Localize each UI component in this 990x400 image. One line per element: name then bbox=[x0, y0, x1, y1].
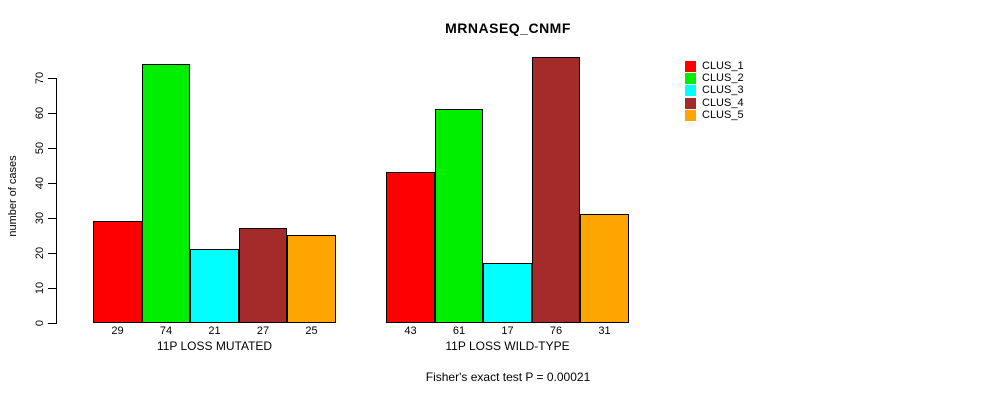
y-axis-tick-label: 10 bbox=[34, 281, 46, 295]
y-axis-tick bbox=[48, 78, 56, 79]
legend-label: CLUS_1 bbox=[702, 59, 744, 72]
y-axis-tick bbox=[48, 148, 56, 149]
bar-clus_1-group2 bbox=[386, 172, 435, 323]
legend-label: CLUS_2 bbox=[702, 72, 744, 85]
bar-value-label: 43 bbox=[404, 325, 417, 337]
bar-clus_3-group1 bbox=[190, 249, 239, 323]
group-label: 11P LOSS WILD-TYPE bbox=[445, 339, 570, 353]
legend-swatch-icon bbox=[685, 110, 696, 122]
bar-clus_4-group2 bbox=[532, 57, 580, 323]
bar-clus_2-group1 bbox=[142, 64, 190, 323]
bar-value-label: 74 bbox=[159, 325, 173, 337]
bar-value-label: 76 bbox=[549, 325, 563, 337]
y-axis-tick bbox=[48, 323, 56, 324]
group-label: 11P LOSS MUTATED bbox=[156, 339, 273, 353]
y-axis-tick bbox=[48, 253, 56, 254]
annotation-caption: Fisher's exact test P = 0.00021 bbox=[425, 370, 591, 384]
y-axis-tick-label: 50 bbox=[34, 141, 46, 155]
legend-swatch-icon bbox=[685, 73, 696, 85]
y-axis-tick bbox=[48, 183, 56, 184]
legend-label: CLUS_3 bbox=[702, 84, 744, 97]
legend-swatch-icon bbox=[685, 60, 696, 72]
y-axis-tick-label: 60 bbox=[34, 106, 46, 120]
bar-value-label: 17 bbox=[501, 325, 514, 337]
y-axis-tick bbox=[48, 113, 56, 114]
bar-value-label: 61 bbox=[452, 325, 466, 337]
bar-value-label: 31 bbox=[598, 325, 611, 337]
bar-value-label: 27 bbox=[256, 325, 270, 337]
bar-value-label: 25 bbox=[305, 325, 318, 337]
y-axis-tick bbox=[48, 288, 56, 289]
legend-item-clus_3: CLUS_3 bbox=[685, 85, 744, 97]
legend-item-clus_5: CLUS_5 bbox=[685, 110, 744, 122]
chart-title: MRNASEQ_CNMF bbox=[445, 20, 571, 36]
y-axis-tick bbox=[48, 218, 56, 219]
legend-item-clus_2: CLUS_2 bbox=[685, 72, 744, 85]
y-axis-tick-label: 20 bbox=[34, 246, 46, 260]
bar-clus_3-group2 bbox=[483, 263, 532, 323]
bar-clus_5-group1 bbox=[287, 235, 336, 323]
bar-value-label: 21 bbox=[208, 325, 221, 337]
y-axis-tick-label: 30 bbox=[34, 211, 46, 225]
legend-label: CLUS_4 bbox=[702, 96, 744, 109]
y-axis-title: number of cases bbox=[7, 155, 19, 237]
legend-swatch-icon bbox=[685, 97, 696, 109]
y-axis-tick-label: 0 bbox=[34, 319, 46, 327]
bar-clus_1-group1 bbox=[93, 221, 142, 323]
y-axis-tick-label: 40 bbox=[34, 176, 46, 190]
legend-item-clus_1: CLUS_1 bbox=[685, 60, 744, 72]
legend-label: CLUS_5 bbox=[702, 109, 744, 122]
bar-clus_5-group2 bbox=[580, 214, 629, 323]
y-axis-tick-label: 70 bbox=[34, 71, 46, 85]
bar-clus_2-group2 bbox=[435, 109, 483, 323]
legend-swatch-icon bbox=[685, 85, 696, 97]
legend: CLUS_1 CLUS_2 CLUS_3 CLUS_4 CLUS_5 bbox=[685, 60, 744, 122]
bar-value-label: 29 bbox=[111, 325, 124, 337]
bar-clus_4-group1 bbox=[239, 228, 287, 323]
legend-item-clus_4: CLUS_4 bbox=[685, 97, 744, 109]
y-axis-line bbox=[56, 78, 57, 324]
